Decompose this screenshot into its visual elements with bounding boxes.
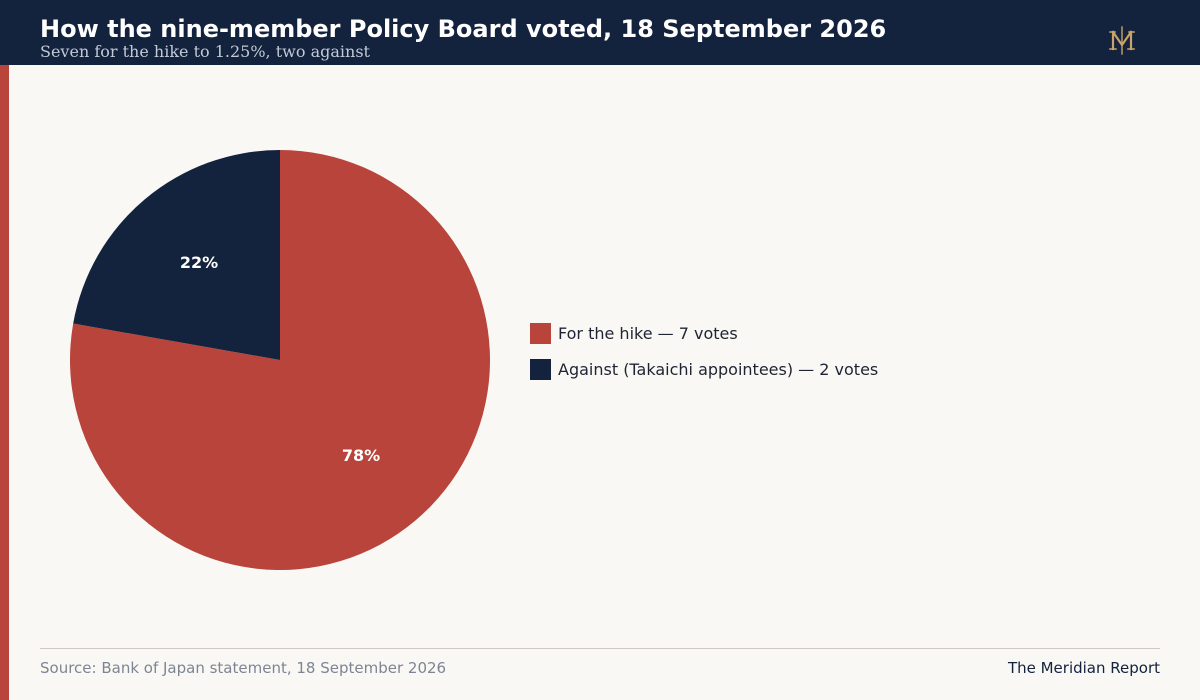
slice-percent-label-0: 78%: [342, 446, 380, 465]
meridian-monogram-icon: [1109, 26, 1135, 55]
legend-item-1: Against (Takaichi appointees) — 2 votes: [530, 358, 878, 380]
slice-percent-label-1: 22%: [180, 253, 218, 272]
legend-swatch-1: [530, 358, 551, 380]
footer-divider: [40, 648, 1160, 649]
header-bar: How the nine-member Policy Board voted, …: [0, 0, 1200, 65]
chart-legend: For the hike — 7 votes Against (Takaichi …: [530, 322, 878, 394]
legend-label-1: Against (Takaichi appointees) — 2 votes: [558, 359, 879, 379]
chart-title: How the nine-member Policy Board voted, …: [40, 15, 887, 43]
legend-label-0: For the hike — 7 votes: [558, 323, 738, 343]
legend-swatch-0: [530, 322, 551, 344]
publication-name: The Meridian Report: [1007, 659, 1160, 677]
chart-subtitle: Seven for the hike to 1.25%, two against: [40, 42, 370, 61]
accent-bar: [0, 65, 9, 700]
legend-item-0: For the hike — 7 votes: [530, 322, 878, 344]
source-note: Source: Bank of Japan statement, 18 Sept…: [40, 659, 447, 677]
pie-slice-1: [73, 150, 280, 360]
